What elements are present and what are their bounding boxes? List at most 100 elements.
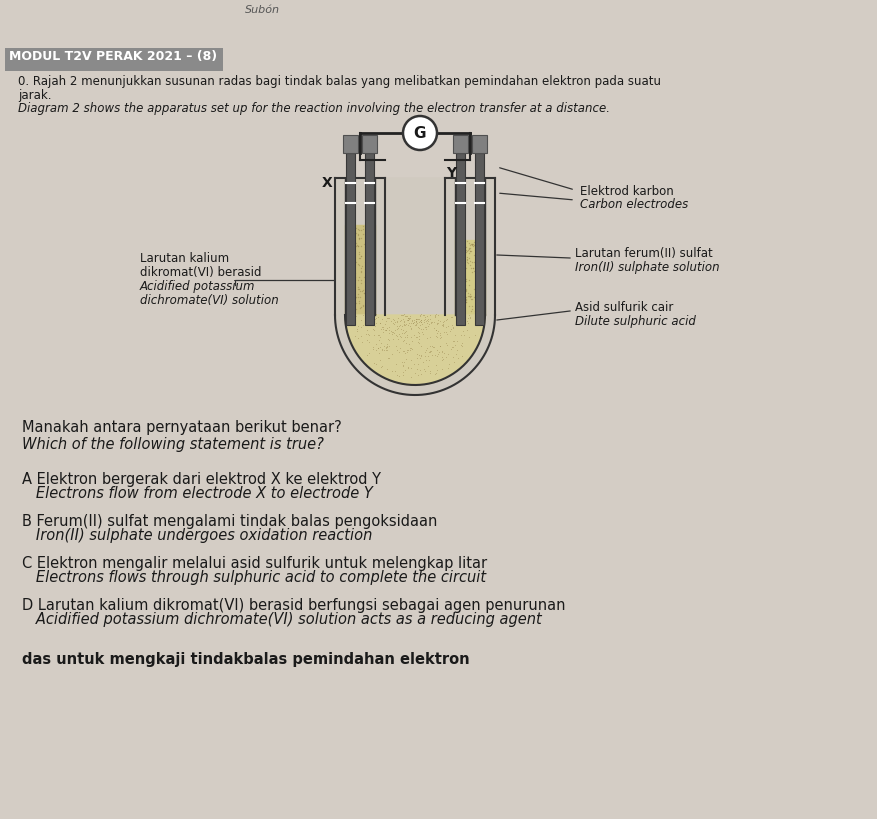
- Circle shape: [403, 116, 437, 150]
- Point: [474, 253, 488, 266]
- Point: [472, 257, 486, 270]
- Text: A Elektron bergerak dari elektrod X ke elektrod Y: A Elektron bergerak dari elektrod X ke e…: [22, 472, 381, 487]
- Point: [475, 247, 489, 260]
- Point: [351, 281, 365, 294]
- Point: [459, 251, 473, 264]
- Point: [346, 242, 360, 256]
- Point: [475, 251, 489, 265]
- Point: [366, 292, 380, 305]
- Point: [347, 267, 361, 280]
- Point: [346, 274, 360, 287]
- Point: [351, 251, 365, 265]
- Point: [352, 231, 366, 244]
- Point: [469, 243, 483, 256]
- Point: [459, 254, 473, 267]
- Point: [345, 283, 359, 296]
- Point: [354, 239, 368, 252]
- Text: Larutan kalium: Larutan kalium: [139, 252, 229, 265]
- Text: Iron(II) sulphate undergoes oxidation reaction: Iron(II) sulphate undergoes oxidation re…: [22, 528, 372, 543]
- Text: dikromat(VI) berasid: dikromat(VI) berasid: [139, 266, 261, 279]
- Point: [348, 291, 362, 304]
- Point: [461, 242, 475, 256]
- Point: [469, 280, 483, 293]
- Point: [474, 261, 488, 274]
- Point: [340, 237, 354, 250]
- Point: [365, 224, 379, 237]
- Bar: [361, 135, 376, 153]
- Point: [461, 247, 475, 260]
- Point: [449, 300, 463, 313]
- Point: [452, 251, 466, 265]
- Point: [474, 268, 488, 281]
- Point: [475, 245, 489, 258]
- Point: [343, 219, 357, 232]
- Point: [468, 281, 482, 294]
- Point: [353, 231, 367, 244]
- Point: [476, 238, 490, 251]
- Point: [352, 245, 366, 258]
- Point: [343, 253, 357, 266]
- Point: [453, 291, 467, 304]
- Point: [458, 258, 472, 271]
- Point: [346, 248, 360, 261]
- Point: [357, 262, 371, 275]
- Point: [475, 244, 489, 257]
- Bar: [343, 135, 358, 153]
- Polygon shape: [335, 178, 495, 395]
- Point: [467, 236, 481, 249]
- Point: [473, 296, 487, 310]
- Point: [463, 238, 477, 251]
- Point: [461, 251, 475, 265]
- Point: [463, 242, 477, 255]
- Point: [452, 278, 466, 292]
- Point: [460, 290, 474, 303]
- Point: [459, 256, 473, 269]
- Point: [462, 278, 476, 292]
- Point: [355, 284, 369, 297]
- Point: [351, 223, 365, 236]
- Point: [474, 263, 488, 276]
- Text: Which of the following statement is true?: Which of the following statement is true…: [22, 437, 324, 452]
- Point: [456, 302, 470, 315]
- Point: [455, 284, 469, 297]
- Point: [348, 240, 362, 253]
- Point: [352, 232, 366, 245]
- Point: [360, 228, 374, 241]
- Point: [468, 274, 482, 287]
- Point: [357, 275, 371, 288]
- Point: [461, 242, 475, 255]
- Point: [474, 294, 488, 307]
- Text: Subón: Subón: [245, 5, 280, 15]
- Text: G: G: [413, 126, 425, 142]
- Text: B Ferum(II) sulfat mengalami tindak balas pengoksidaan: B Ferum(II) sulfat mengalami tindak bala…: [22, 514, 437, 529]
- Point: [462, 238, 476, 251]
- Text: jarak.: jarak.: [18, 89, 52, 102]
- Point: [361, 247, 375, 260]
- Point: [340, 233, 354, 246]
- Point: [346, 243, 360, 256]
- Bar: [472, 135, 487, 153]
- Point: [353, 262, 367, 275]
- Bar: [365, 153, 374, 325]
- Point: [471, 298, 485, 311]
- Point: [353, 274, 367, 287]
- Point: [450, 234, 464, 247]
- Point: [346, 271, 360, 284]
- Point: [339, 301, 353, 314]
- Point: [466, 238, 480, 251]
- Point: [449, 245, 463, 258]
- Point: [462, 244, 476, 257]
- Point: [340, 228, 354, 241]
- Point: [358, 255, 372, 268]
- Polygon shape: [345, 315, 484, 385]
- Point: [453, 292, 467, 305]
- Point: [462, 255, 476, 268]
- Point: [349, 238, 363, 251]
- Text: Elektrod karbon: Elektrod karbon: [580, 185, 673, 198]
- Point: [361, 291, 375, 304]
- Point: [452, 293, 466, 306]
- Point: [353, 250, 367, 263]
- Point: [452, 258, 466, 271]
- Point: [347, 248, 361, 261]
- Point: [467, 291, 481, 304]
